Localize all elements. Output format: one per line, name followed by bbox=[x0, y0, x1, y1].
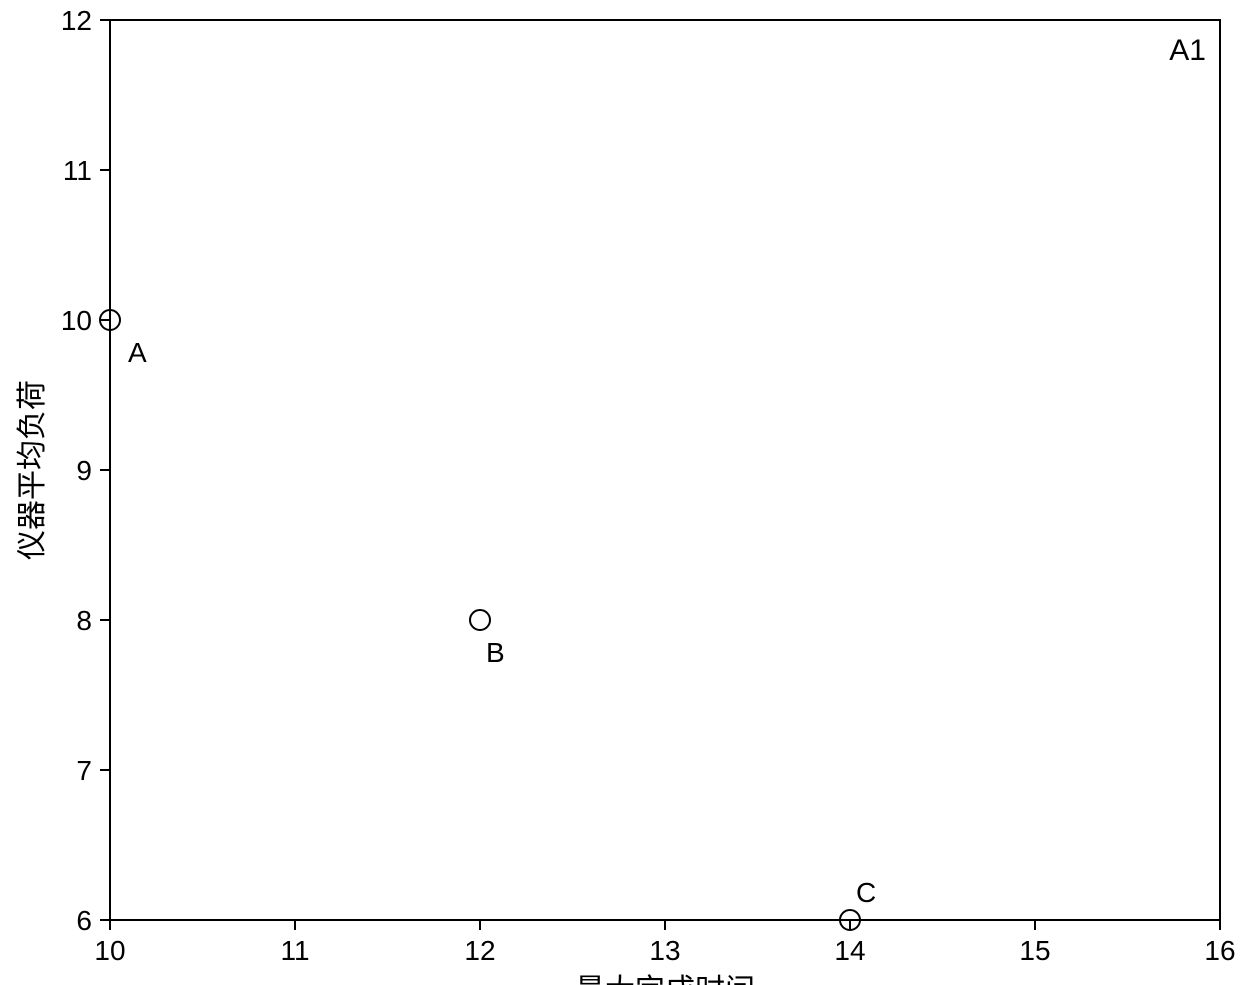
y-tick-label: 7 bbox=[76, 755, 92, 786]
x-axis-label: 最大完成时间 bbox=[575, 974, 755, 985]
scatter-chart: 10 11 12 13 14 15 16 6 7 8 9 10 11 12 最大完成时间 仪器平均负荷 A B C A… bbox=[0, 0, 1240, 985]
y-tick-label: 12 bbox=[61, 5, 92, 36]
chart-svg: 10 11 12 13 14 15 16 6 7 8 9 10 11 12 最大完成时间 仪器平均负荷 A B C A… bbox=[0, 0, 1240, 985]
x-tick-label: 11 bbox=[280, 935, 309, 966]
x-tick-label: 15 bbox=[1019, 935, 1050, 966]
corner-label: A1 bbox=[1169, 34, 1206, 67]
y-tick-label: 8 bbox=[76, 605, 92, 636]
x-tick-label: 16 bbox=[1204, 935, 1235, 966]
y-tick-label: 10 bbox=[61, 305, 92, 336]
x-tick-label: 12 bbox=[464, 935, 495, 966]
y-tick-label: 9 bbox=[76, 455, 92, 486]
x-tick-label: 14 bbox=[834, 935, 865, 966]
data-point-label: C bbox=[856, 877, 876, 908]
y-tick-label: 11 bbox=[63, 155, 92, 186]
y-tick-label: 6 bbox=[76, 905, 92, 936]
x-tick-label: 10 bbox=[94, 935, 125, 966]
data-point-label: B bbox=[486, 637, 505, 668]
x-tick-label: 13 bbox=[649, 935, 680, 966]
y-axis-label: 仪器平均负荷 bbox=[16, 380, 49, 560]
data-point-label: A bbox=[128, 337, 147, 368]
